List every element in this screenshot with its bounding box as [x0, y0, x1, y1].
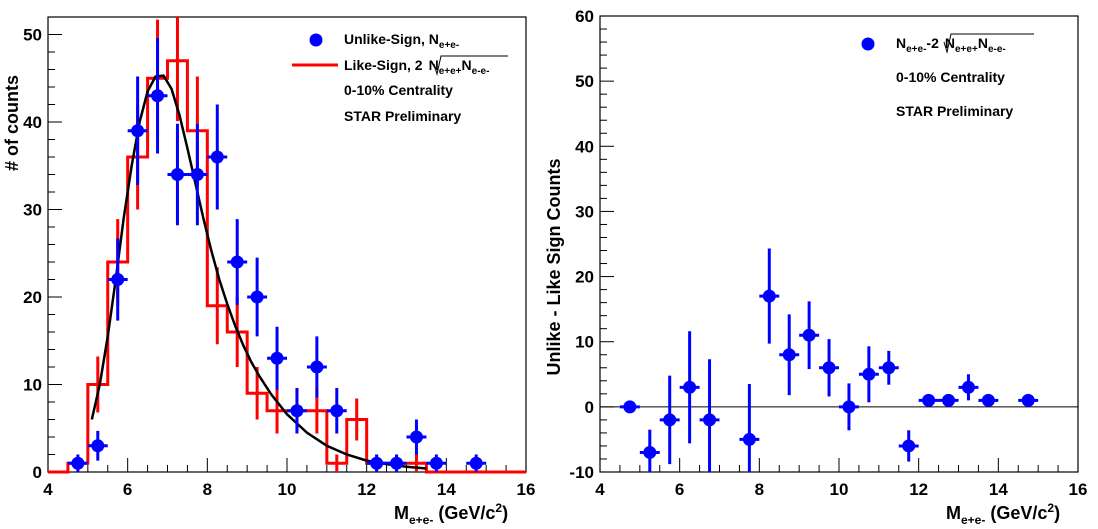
data-point: [643, 445, 657, 459]
data-point: [111, 273, 125, 286]
x-tick-label: 14: [437, 480, 456, 499]
data-point: [742, 432, 756, 446]
x-tick-label: 4: [43, 480, 53, 499]
data-point: [703, 413, 717, 427]
y-tick-label: 0: [33, 463, 42, 482]
y-tick-label: 40: [575, 137, 594, 156]
data-point: [210, 150, 224, 164]
x-tick-label: 12: [357, 480, 376, 499]
data-point: [663, 413, 677, 427]
left-legend: Unlike-Sign, Ne+e- Like-Sign, 2 Ne+e+Ne-e…: [292, 31, 508, 124]
legend-centrality: 0-10% Centrality: [896, 69, 1005, 85]
x-tick-label: 14: [989, 480, 1008, 499]
data-point: [270, 351, 284, 365]
y-tick-label: 10: [23, 376, 42, 395]
legend-unlike-marker: [309, 33, 323, 47]
data-point: [469, 456, 483, 470]
right-panel: 4 6 8 10 12 14 16 -10 0 10 20 30 40 50 60 Unlike - Lik…: [544, 7, 1087, 527]
x-tick-label: 8: [755, 480, 764, 499]
legend-centrality: 0-10% Centrality: [344, 82, 453, 98]
fit-line: [90, 74, 427, 470]
data-point: [151, 89, 165, 103]
data-point: [882, 361, 896, 375]
legend-diff-marker: [861, 37, 875, 51]
data-point: [961, 380, 975, 394]
data-point: [942, 393, 956, 407]
data-point: [862, 367, 876, 381]
data-point: [390, 456, 404, 470]
x-tick-label: 4: [595, 480, 605, 499]
data-point: [409, 430, 423, 444]
data-point: [822, 361, 836, 375]
x-tick-label: 12: [909, 480, 928, 499]
y-tick-label: 50: [575, 72, 594, 91]
y-tick-label: 40: [23, 113, 42, 132]
left-axis-ticks: 4 6 8 10 12 14 16 0 10 20 30 40 50: [23, 26, 535, 500]
data-point: [981, 393, 995, 407]
legend-star-preliminary: STAR Preliminary: [896, 103, 1013, 119]
difference-points: [619, 248, 1039, 472]
data-point: [762, 289, 776, 303]
data-point: [250, 290, 264, 304]
right-x-axis-label: Me+e- (GeV/c2): [946, 501, 1060, 527]
left-x-axis-label: Me+e- (GeV/c2): [394, 501, 508, 527]
data-point: [842, 400, 856, 414]
left-panel: 4 6 8 10 12 14 16 0 10 20 30 40 50 # of counts Me+e-…: [2, 16, 535, 527]
legend-like-sqrt-sign: [433, 55, 508, 76]
x-tick-label: 10: [830, 480, 849, 499]
y-tick-label: 10: [575, 333, 594, 352]
data-point: [623, 400, 637, 414]
data-point: [1021, 393, 1035, 407]
data-point: [902, 439, 916, 453]
y-tick-label: 50: [23, 26, 42, 45]
data-point: [310, 360, 324, 374]
right-legend: Ne+e--2 Ne+e+Ne-e- 0-10% Centrality STAR …: [861, 33, 1034, 119]
data-point: [170, 168, 184, 181]
right-axis-ticks: 4 6 8 10 12 14 16 -10 0 10 20 30 40 50 60: [569, 7, 1087, 499]
data-point: [922, 393, 936, 407]
x-tick-label: 8: [203, 480, 212, 499]
x-tick-label: 6: [675, 480, 684, 499]
right-plot-frame: [599, 15, 1079, 473]
data-point: [91, 439, 105, 453]
legend-star-preliminary: STAR Preliminary: [344, 108, 461, 124]
x-tick-label: 6: [123, 480, 132, 499]
data-point: [802, 328, 816, 342]
x-tick-label: 16: [1069, 480, 1088, 499]
y-tick-label: -10: [569, 463, 594, 482]
legend-diff-label: Ne+e--2 Ne+e+Ne-e-: [896, 35, 1006, 55]
fit-curve: [90, 74, 427, 470]
y-tick-label: 0: [585, 398, 594, 417]
y-tick-label: 30: [575, 202, 594, 221]
data-point: [131, 124, 145, 138]
y-tick-label: 30: [23, 201, 42, 220]
y-tick-label: 20: [575, 268, 594, 287]
data-point: [370, 456, 384, 470]
legend-unlike-label: Unlike-Sign, Ne+e-: [344, 31, 459, 51]
x-tick-label: 10: [278, 480, 297, 499]
y-tick-label: 60: [575, 7, 594, 26]
data-point: [429, 456, 443, 470]
data-point: [190, 168, 204, 181]
data-point: [71, 456, 85, 470]
data-point: [330, 404, 344, 418]
data-point: [782, 348, 796, 362]
x-tick-label: 16: [517, 480, 536, 499]
left-y-axis-label: # of counts: [2, 75, 22, 171]
right-y-axis-label: Unlike - Like Sign Counts: [544, 158, 564, 375]
legend-like-label: Like-Sign, 2 Ne+e+Ne-e-: [344, 57, 489, 77]
unlike-sign-points: [67, 38, 487, 472]
legend-diff-sqrt-sign: [943, 33, 1034, 54]
data-point: [230, 255, 244, 269]
data-point: [683, 380, 697, 394]
data-point: [290, 404, 304, 418]
y-tick-label: 20: [23, 288, 42, 307]
